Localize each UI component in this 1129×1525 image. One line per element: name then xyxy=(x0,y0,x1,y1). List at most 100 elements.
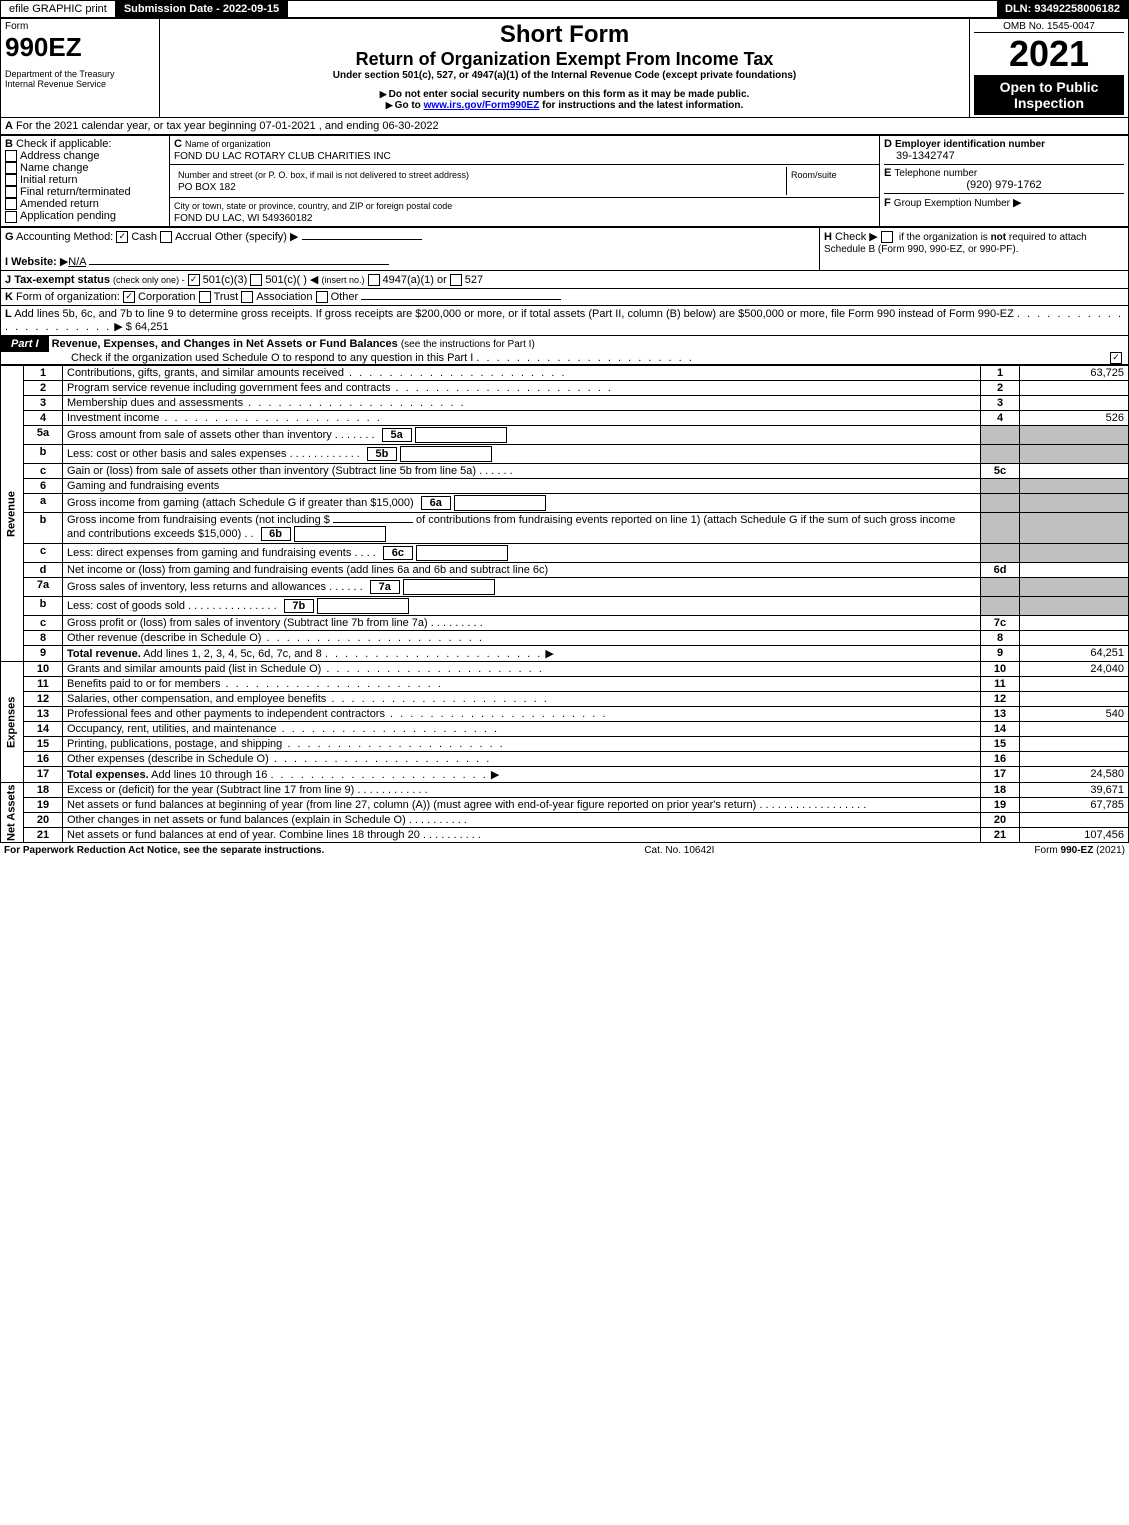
checkbox-schedule-b[interactable] xyxy=(881,231,893,243)
line-k: K Form of organization: Corporation Trus… xyxy=(0,289,1129,306)
l-amount: $ 64,251 xyxy=(126,321,169,333)
l-text: Add lines 5b, 6c, and 7b to line 9 to de… xyxy=(14,308,1014,320)
j-opt4: 527 xyxy=(465,274,483,286)
opt-address-change: Address change xyxy=(20,150,100,162)
checkbox-501c[interactable] xyxy=(250,274,262,286)
line-18-num: 18 xyxy=(24,783,63,798)
part1-header: Part I Revenue, Expenses, and Changes in… xyxy=(0,336,1129,365)
checkbox-accrual[interactable] xyxy=(160,231,172,243)
line-3-text: Membership dues and assessments xyxy=(63,396,981,411)
line-7a-text: Gross sales of inventory, less returns a… xyxy=(63,578,981,597)
line-21-box: 21 xyxy=(981,828,1020,843)
line-9-text: Total revenue. Add lines 1, 2, 3, 4, 5c,… xyxy=(63,646,981,662)
line-10-box: 10 xyxy=(981,662,1020,677)
line-8-box: 8 xyxy=(981,631,1020,646)
checkbox-trust[interactable] xyxy=(199,291,211,303)
line-5c-box: 5c xyxy=(981,464,1020,479)
ssn-warning-text: Do not enter social security numbers on … xyxy=(389,89,750,100)
checkbox-corporation[interactable] xyxy=(123,291,135,303)
e-label: Telephone number xyxy=(894,168,977,179)
line-7a-num: 7a xyxy=(24,578,63,597)
line-12-amt xyxy=(1020,692,1129,707)
line-6c-num: c xyxy=(24,544,63,563)
line-3-amt xyxy=(1020,396,1129,411)
c-label: Name of organization xyxy=(185,139,271,149)
checkbox-name-change[interactable] xyxy=(5,162,17,174)
shaded-cell xyxy=(1020,597,1129,616)
line-2-num: 2 xyxy=(24,381,63,396)
line-15-box: 15 xyxy=(981,737,1020,752)
line-8-text: Other revenue (describe in Schedule O) xyxy=(63,631,981,646)
line-6c-sub: 6c xyxy=(383,546,413,560)
ein-value: 39-1342747 xyxy=(896,150,955,162)
k-corp: Corporation xyxy=(138,291,195,303)
line-14-box: 14 xyxy=(981,722,1020,737)
netassets-section-label: Net Assets xyxy=(1,783,24,843)
checkbox-527[interactable] xyxy=(450,274,462,286)
checkbox-501c3[interactable] xyxy=(188,274,200,286)
k-assoc: Association xyxy=(256,291,312,303)
irs-link[interactable]: www.irs.gov/Form990EZ xyxy=(424,100,540,111)
checkbox-final-return[interactable] xyxy=(5,186,17,198)
shaded-cell xyxy=(981,578,1020,597)
checkbox-initial-return[interactable] xyxy=(5,174,17,186)
checkbox-amended-return[interactable] xyxy=(5,198,17,210)
opt-name-change: Name change xyxy=(20,162,89,174)
line-10-amt: 24,040 xyxy=(1020,662,1129,677)
line-a-text: For the 2021 calendar year, or tax year … xyxy=(16,120,439,132)
line-a: A For the 2021 calendar year, or tax yea… xyxy=(0,118,1129,135)
line-2-text: Program service revenue including govern… xyxy=(63,381,981,396)
line-18-box: 18 xyxy=(981,783,1020,798)
line-14-amt xyxy=(1020,722,1129,737)
submission-date: Submission Date - 2022-09-15 xyxy=(116,1,288,17)
line-6c-text: Less: direct expenses from gaming and fu… xyxy=(63,544,981,563)
shaded-cell xyxy=(981,544,1020,563)
form-number: 990EZ xyxy=(5,32,155,63)
line-6a-subamt xyxy=(454,495,546,511)
expenses-section-label: Expenses xyxy=(1,662,24,783)
checkbox-schedule-o[interactable] xyxy=(1110,352,1122,364)
line-5b-sub: 5b xyxy=(367,447,397,461)
dept-treasury: Department of the Treasury Internal Reve… xyxy=(5,69,155,89)
line-7b-text: Less: cost of goods sold . . . . . . . .… xyxy=(63,597,981,616)
line-4-amt: 526 xyxy=(1020,411,1129,426)
line-18-text: Excess or (deficit) for the year (Subtra… xyxy=(63,783,981,798)
under-section: Under section 501(c), 527, or 4947(a)(1)… xyxy=(164,70,965,81)
checkbox-4947[interactable] xyxy=(368,274,380,286)
efile-print[interactable]: efile GRAPHIC print xyxy=(1,1,116,17)
checkbox-cash[interactable] xyxy=(116,231,128,243)
line-11-num: 11 xyxy=(24,677,63,692)
k-trust: Trust xyxy=(214,291,239,303)
checkbox-address-change[interactable] xyxy=(5,150,17,162)
line-13-num: 13 xyxy=(24,707,63,722)
website-value: N/A xyxy=(68,256,86,268)
part1-label: Part I xyxy=(1,336,49,352)
line-5a-subamt xyxy=(415,427,507,443)
g-accrual: Accrual xyxy=(175,231,212,243)
footer-mid: Cat. No. 10642I xyxy=(644,845,714,856)
line-j: J Tax-exempt status (check only one) - 5… xyxy=(0,271,1129,289)
line-19-text: Net assets or fund balances at beginning… xyxy=(63,798,981,813)
line-13-amt: 540 xyxy=(1020,707,1129,722)
g-label: Accounting Method: xyxy=(16,231,113,243)
line-6a-sub: 6a xyxy=(421,496,451,510)
checkbox-association[interactable] xyxy=(241,291,253,303)
line-6c-subamt xyxy=(416,545,508,561)
checkbox-other-org[interactable] xyxy=(316,291,328,303)
line-5c-num: c xyxy=(24,464,63,479)
j-label: Tax-exempt status xyxy=(14,274,110,286)
dln: DLN: 93492258006182 xyxy=(997,1,1128,17)
checkbox-application-pending[interactable] xyxy=(5,211,17,223)
entity-block: B Check if applicable: Address change Na… xyxy=(0,135,1129,227)
line-4-box: 4 xyxy=(981,411,1020,426)
line-l: L Add lines 5b, 6c, and 7b to line 9 to … xyxy=(0,306,1129,336)
org-name: FOND DU LAC ROTARY CLUB CHARITIES INC xyxy=(174,151,391,162)
line-3-box: 3 xyxy=(981,396,1020,411)
shaded-cell xyxy=(1020,426,1129,445)
room-label: Room/suite xyxy=(791,170,837,180)
line-19-box: 19 xyxy=(981,798,1020,813)
line-21-amt: 107,456 xyxy=(1020,828,1129,843)
line-14-num: 14 xyxy=(24,722,63,737)
d-label: Employer identification number xyxy=(895,139,1045,150)
shaded-cell xyxy=(1020,544,1129,563)
